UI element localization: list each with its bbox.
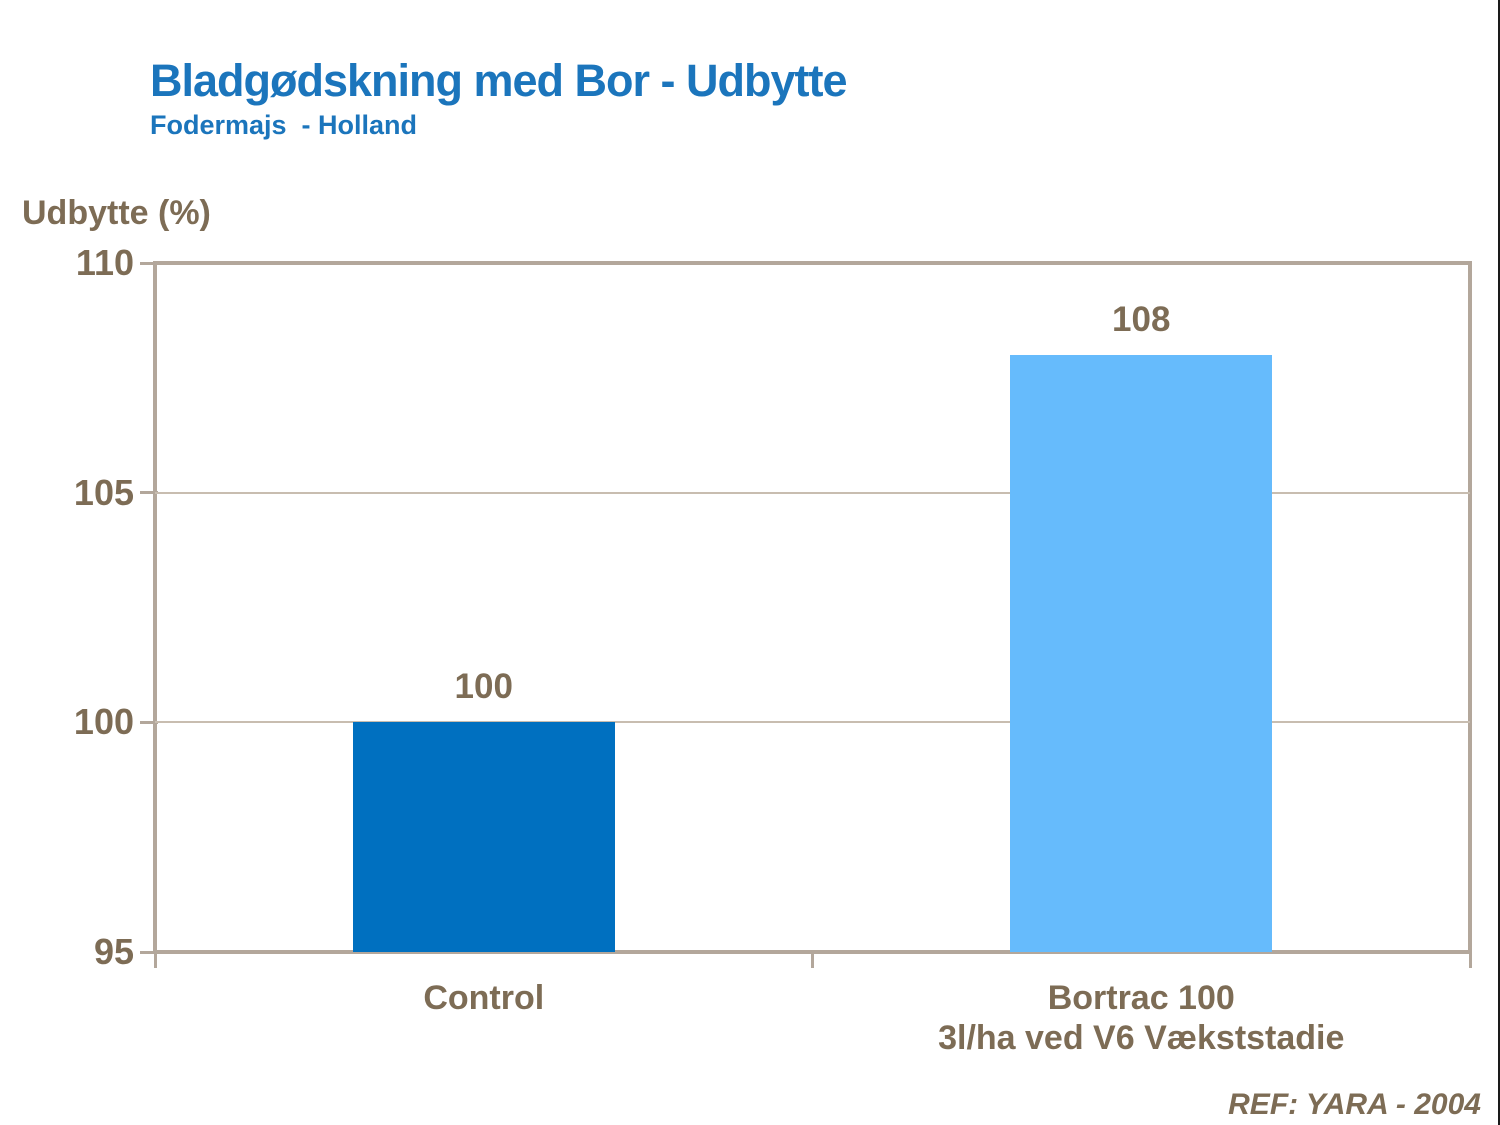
y-tick-mark <box>140 950 158 954</box>
x-tick-mark <box>811 952 814 968</box>
category-label: Control <box>154 978 814 1018</box>
reference-note: REF: YARA - 2004 <box>1228 1088 1481 1121</box>
category-label-line: Bortrac 100 <box>1047 979 1235 1017</box>
y-tick-mark <box>140 491 158 495</box>
bar-bortrac-100 <box>1010 354 1273 952</box>
y-tick-label: 95 <box>93 931 134 972</box>
chart-title: Bladgødskning med Bor - Udbytte <box>150 55 848 106</box>
bar-value-label: 100 <box>454 667 513 707</box>
plot-area-frame <box>153 261 1472 954</box>
y-tick-mark <box>140 261 158 265</box>
gridline <box>155 491 1470 494</box>
y-tick-label: 110 <box>75 242 134 283</box>
y-tick-mark <box>140 720 158 724</box>
chart-subtitle: Fodermajs - Holland <box>150 110 418 140</box>
x-tick-mark <box>153 952 157 968</box>
bar-value-label: 108 <box>1112 299 1171 339</box>
bar-control <box>352 722 615 952</box>
y-tick-label: 100 <box>73 701 134 743</box>
category-label-line: 3l/ha ved V6 Vækststadie <box>938 1019 1345 1057</box>
y-tick-label: 105 <box>73 471 134 513</box>
category-label-line: Control <box>423 979 545 1017</box>
category-label: Bortrac 100 3l/ha ved V6 Vækststadie <box>811 978 1471 1058</box>
gridline <box>155 721 1470 724</box>
y-axis-title: Udbytte (%) <box>22 194 211 232</box>
x-tick-mark <box>1468 952 1472 968</box>
screenshot-right-edge <box>1498 0 1500 1125</box>
